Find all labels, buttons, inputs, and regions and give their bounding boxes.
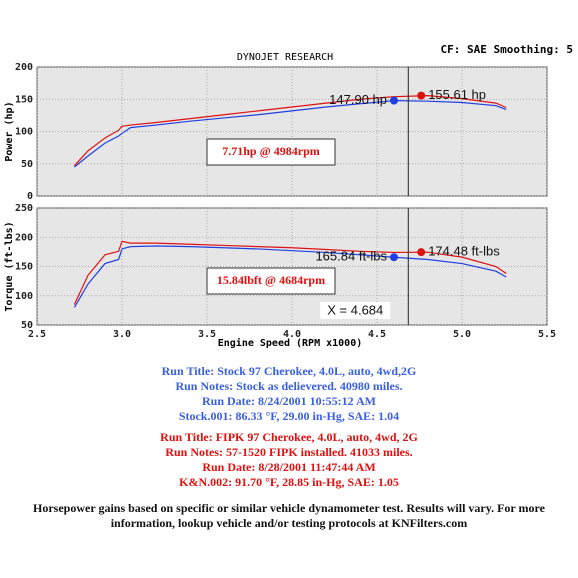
x-axis-label: Engine Speed (RPM x1000)	[218, 337, 363, 349]
note-line: Run Title: Stock 97 Cherokee, 4.0L, auto…	[162, 364, 417, 378]
note-line: Run Date: 8/24/2001 10:55:12 AM	[202, 394, 376, 408]
marker-point	[390, 96, 398, 105]
y-tick-label: 150	[15, 262, 33, 273]
x-tick-label: 2.5	[28, 329, 46, 340]
x-tick-label: 3.5	[198, 329, 216, 340]
line-series	[74, 100, 507, 168]
y-tick-label: 200	[15, 232, 33, 243]
x-tick-label: 3.0	[113, 329, 131, 340]
cursor-label-bg	[320, 302, 391, 319]
marker-label: 147.90 hp	[329, 92, 387, 107]
note-line: Run Notes: 57-1520 FIPK installed. 41033…	[165, 445, 412, 459]
note-line: information, lookup vehicle and/or testi…	[111, 516, 468, 530]
marker-point	[390, 253, 398, 262]
marker-label: 165.84 ft-lbs	[315, 249, 387, 264]
note-line: Horsepower gains based on specific or si…	[33, 501, 546, 515]
gain-box	[206, 138, 336, 166]
x-tick-label: 4.0	[283, 329, 301, 340]
note-line: Run Notes: Stock as delievered. 40980 mi…	[175, 379, 402, 393]
y-tick-label: 200	[15, 62, 33, 73]
y-axis-label: Torque (ft-lbs)	[4, 221, 15, 311]
x-tick-label: 5.5	[538, 329, 556, 340]
note-line: Stock.001: 86.33 °F, 29.00 in-Hg, SAE: 1…	[179, 409, 399, 423]
x-tick-label: 4.5	[368, 329, 386, 340]
gain-label: 7.71hp @ 4984rpm	[222, 144, 320, 158]
marker-label: 155.61 hp	[428, 87, 486, 102]
y-tick-label: 100	[15, 127, 33, 138]
x-tick-label: 5.0	[453, 329, 471, 340]
note-line: Run Title: FIPK 97 Cherokee, 4.0L, auto,…	[160, 430, 418, 444]
settings-label: CF: SAE Smoothing: 5	[441, 43, 573, 56]
y-tick-label: 150	[15, 94, 33, 105]
y-tick-label: 50	[21, 159, 33, 170]
y-tick-label: 50	[21, 320, 33, 331]
gain-box	[206, 267, 336, 295]
marker-label: 174.48 ft-lbs	[428, 244, 500, 259]
line-series	[73, 95, 507, 167]
note-line: Run Date: 8/28/2001 11:47:44 AM	[202, 460, 375, 474]
line-series	[73, 245, 507, 308]
y-tick-label: 100	[15, 291, 33, 302]
chart-title: DYNOJET RESEARCH	[237, 52, 333, 63]
line-series	[73, 240, 507, 305]
y-tick-label: 250	[15, 203, 33, 214]
gain-label: 15.84lbft @ 4684rpm	[217, 273, 325, 287]
cursor-label: X = 4.684	[327, 302, 383, 317]
y-axis-label: Power (hp)	[4, 101, 15, 161]
y-tick-label: 0	[27, 191, 33, 202]
note-line: K&N.002: 91.70 °F, 28.85 in-Hg, SAE: 1.0…	[179, 475, 399, 489]
marker-point	[417, 248, 426, 257]
marker-point	[417, 91, 426, 100]
